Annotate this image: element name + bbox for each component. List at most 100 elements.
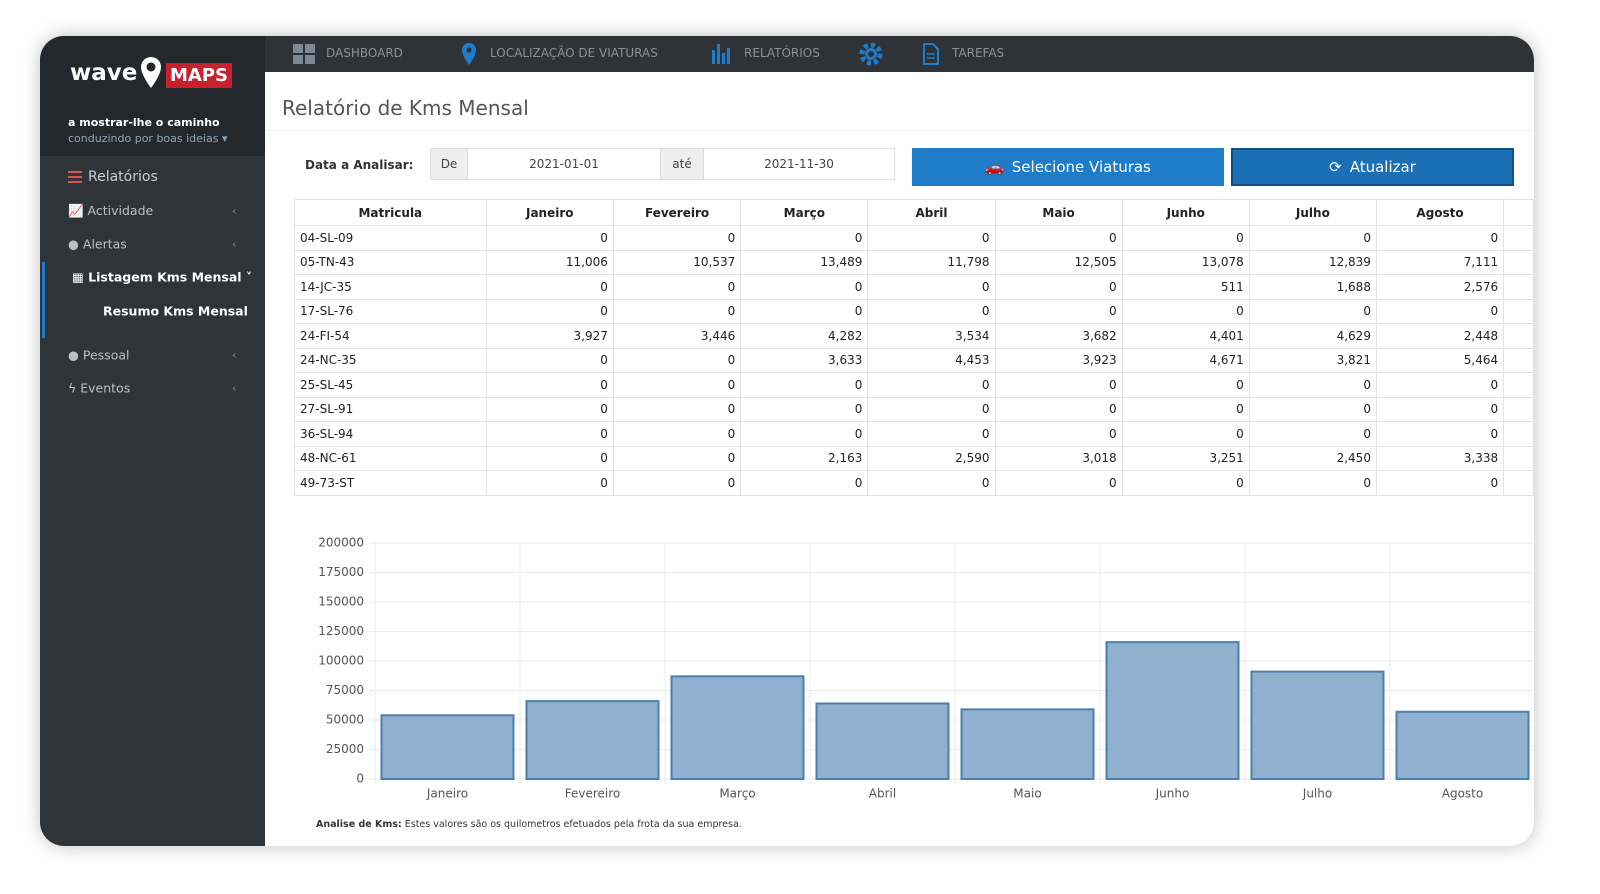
km-cell: 4,629 (1248, 323, 1377, 349)
plate-cell: 25-SL-45 (294, 372, 487, 398)
table-row: 24-FI-54 3,927 3,446 4,282 3,534 3,682 4,401 4,… (294, 323, 1534, 349)
km-cell: 2,576 (1375, 274, 1505, 300)
km-cell: 10,537 (612, 249, 742, 275)
km-cell: 11,006 (485, 249, 614, 275)
km-cell: 0 (740, 421, 869, 447)
nav-item[interactable]: LOCALIZAÇÃO DE VIATURAS (490, 46, 658, 60)
settings-icon[interactable] (859, 42, 883, 66)
menu-label: Listagem Kms Mensal (88, 269, 242, 285)
plate-cell: 36-SL-94 (294, 421, 487, 447)
x-tick-label: Fevereiro (565, 787, 621, 801)
km-cell: 3,821 (1248, 347, 1377, 373)
logo-pin (141, 57, 161, 88)
menu-label: Alertas (82, 236, 127, 252)
menu-item[interactable]: 📈 Actividade (68, 203, 154, 218)
bar (960, 708, 1095, 781)
chevron: ‹ (232, 204, 237, 218)
cell (1503, 372, 1534, 398)
bar (1105, 641, 1240, 781)
chevron: ‹ (232, 348, 237, 362)
table-row: 14-JC-35 0 0 0 0 0 511 1,688 2,576 (294, 274, 1534, 300)
km-cell: 0 (485, 372, 614, 398)
km-cell: 0 (867, 470, 996, 496)
cell (1503, 396, 1534, 422)
km-cell: 3,251 (1121, 445, 1250, 471)
y-tick-label: 175000 (318, 565, 364, 579)
sidebar: wave MAPS a mostrar-lhe o caminho conduz… (40, 36, 265, 846)
table-row: 48-NC-61 0 0 2,163 2,590 3,018 3,251 2,450 3,338 (294, 445, 1534, 471)
footnote: Analise de Kms: Estes valores são os qui… (316, 819, 742, 830)
active-indicator (42, 262, 45, 338)
km-cell: 0 (1121, 421, 1250, 447)
km-cell: 0 (867, 274, 996, 300)
km-cell: 12,839 (1248, 249, 1377, 275)
km-cell: 13,489 (740, 249, 869, 275)
km-cell: 0 (994, 396, 1123, 422)
logo-area: wave MAPS a mostrar-lhe o caminho conduz… (40, 36, 265, 156)
dashboard-icon (293, 44, 315, 64)
top-nav: DASHBOARD LOCALIZAÇÃO DE VIATURAS RELATÓ… (265, 36, 1534, 72)
nav-item[interactable]: DASHBOARD (326, 46, 403, 60)
plate-cell: 48-NC-61 (294, 445, 487, 471)
km-cell: 0 (867, 298, 996, 324)
plate-cell: 14-JC-35 (294, 274, 487, 300)
km-cell: 3,018 (994, 445, 1123, 471)
chevron: ‹ (232, 237, 237, 251)
date-input[interactable]: 2021-11-30 (703, 148, 895, 180)
column-header: Abril (867, 199, 996, 226)
menu-item[interactable]: ϟ Eventos (68, 380, 131, 396)
sidebar-section[interactable]: Relatórios (88, 169, 158, 185)
menu-subitem[interactable]: Resumo Kms Mensal (103, 303, 248, 319)
bar (380, 714, 515, 780)
km-cell: 0 (612, 225, 742, 251)
km-cell: 4,453 (867, 347, 996, 373)
menu-item[interactable]: ● Alertas (68, 236, 127, 252)
plate-cell: 24-FI-54 (294, 323, 487, 349)
cell (1503, 298, 1534, 324)
header-row: Matricula Janeiro Fevereiro Março Abril Maio J… (294, 199, 1534, 226)
km-cell: 0 (485, 347, 614, 373)
table-row: 04-SL-09 0 0 0 0 0 0 0 0 (294, 225, 1534, 251)
nav-item[interactable]: TAREFAS (952, 46, 1005, 60)
menu-item[interactable]: ▦ Listagem Kms Mensal ˅ (72, 269, 253, 285)
y-tick-label: 25000 (326, 742, 364, 756)
km-cell: 7,111 (1375, 249, 1505, 275)
table-row: 25-SL-45 0 0 0 0 0 0 0 0 (294, 372, 1534, 398)
km-cell: 3,923 (994, 347, 1123, 373)
x-tick-label: Março (719, 787, 755, 801)
refresh-button[interactable]: ⟳ Atualizar (1231, 148, 1514, 186)
menu-item[interactable]: ● Pessoal (68, 347, 130, 363)
km-cell: 3,927 (485, 323, 614, 349)
plate-cell: 49-73-ST (294, 470, 487, 496)
cell (1503, 199, 1534, 226)
km-cell: 0 (867, 396, 996, 422)
x-tick-label: Agosto (1442, 787, 1483, 801)
menu-icon (68, 171, 82, 183)
km-cell: 0 (1375, 396, 1505, 422)
y-tick-label: 75000 (326, 683, 364, 697)
km-cell: 0 (612, 396, 742, 422)
km-cell: 0 (740, 470, 869, 496)
nav-item[interactable]: RELATÓRIOS (744, 46, 820, 60)
chart: 0 25000 50000 75000 100000 125000 150000 175000… (318, 536, 1534, 801)
km-cell: 3,446 (612, 323, 742, 349)
plate-cell: 24-NC-35 (294, 347, 487, 373)
cell (1503, 347, 1534, 373)
y-tick-label: 200000 (318, 536, 364, 550)
date-input[interactable]: 2021-01-01 (467, 148, 661, 180)
km-cell: 1,688 (1248, 274, 1377, 300)
plate-cell: 05-TN-43 (294, 249, 487, 275)
km-cell: 511 (1121, 274, 1250, 300)
km-cell: 0 (485, 298, 614, 324)
report-table: Matricula Janeiro Fevereiro Março Abril Maio J… (294, 199, 1534, 496)
y-tick-label: 100000 (318, 654, 364, 668)
x-tick-label: Junho (1155, 787, 1190, 801)
km-cell: 0 (1375, 225, 1505, 251)
cell (1503, 470, 1534, 496)
km-cell: 5,464 (1375, 347, 1505, 373)
subtagline: conduzindo por boas ideias ▾ (68, 132, 228, 145)
km-cell: 0 (612, 445, 742, 471)
column-header: Março (740, 199, 869, 226)
km-cell: 0 (1121, 396, 1250, 422)
select-button[interactable]: 🚗 Selecione Viaturas (912, 148, 1224, 186)
